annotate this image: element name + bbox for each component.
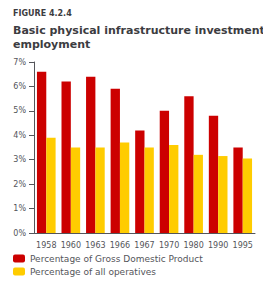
svg-text:1966: 1966 [110, 241, 130, 250]
svg-text:Percentage of all operatives: Percentage of all operatives [30, 267, 156, 277]
svg-text:employment: employment [13, 38, 90, 51]
svg-text:6%: 6% [13, 82, 26, 91]
svg-text:1995: 1995 [233, 241, 253, 250]
svg-text:1960: 1960 [61, 241, 81, 250]
svg-text:FIGURE 4.2.4: FIGURE 4.2.4 [13, 9, 72, 18]
svg-text:0%: 0% [13, 229, 26, 238]
svg-text:Basic physical infrastructure: Basic physical infrastructure investment… [13, 24, 263, 37]
svg-text:1958: 1958 [36, 241, 56, 250]
svg-text:4%: 4% [13, 131, 26, 140]
svg-text:1963: 1963 [85, 241, 105, 250]
svg-text:7%: 7% [13, 58, 26, 67]
svg-text:Percentage of Gross Domestic P: Percentage of Gross Domestic Product [30, 254, 203, 264]
svg-text:2%: 2% [13, 180, 26, 189]
svg-text:1990: 1990 [208, 241, 228, 250]
svg-text:3%: 3% [13, 155, 26, 164]
svg-text:1%: 1% [13, 204, 26, 213]
svg-text:1970: 1970 [159, 241, 179, 250]
svg-text:1980: 1980 [183, 241, 203, 250]
svg-text:1967: 1967 [134, 241, 154, 250]
svg-text:5%: 5% [13, 106, 26, 115]
